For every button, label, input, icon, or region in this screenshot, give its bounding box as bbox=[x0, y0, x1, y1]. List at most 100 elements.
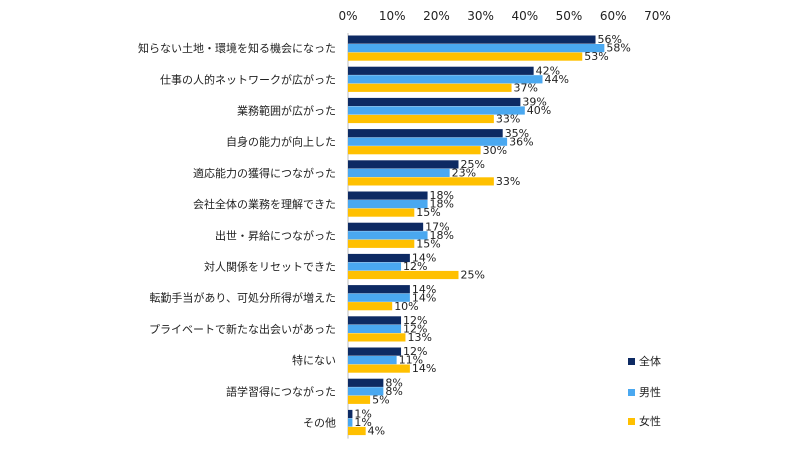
data-label: 14% bbox=[412, 362, 436, 375]
data-label: 36% bbox=[509, 135, 533, 148]
bar bbox=[348, 137, 508, 146]
x-tick-label: 10% bbox=[379, 9, 406, 23]
data-label: 23% bbox=[452, 167, 476, 180]
category-label: 仕事の人的ネットワークが広がった bbox=[160, 72, 336, 86]
category-label: 自身の能力が向上した bbox=[226, 135, 336, 149]
data-label: 18% bbox=[430, 189, 454, 202]
bar bbox=[348, 409, 353, 419]
category-label: その他 bbox=[303, 417, 336, 430]
data-label: 25% bbox=[461, 158, 485, 171]
bar bbox=[348, 356, 397, 365]
legend-label: 女性 bbox=[639, 414, 661, 428]
bar bbox=[348, 364, 410, 373]
x-tick-label: 60% bbox=[600, 9, 627, 23]
bar bbox=[348, 97, 521, 107]
bar bbox=[348, 208, 415, 217]
data-label: 15% bbox=[416, 237, 440, 250]
data-label: 53% bbox=[584, 50, 608, 63]
bar bbox=[348, 302, 393, 311]
bar bbox=[348, 191, 428, 200]
data-label: 40% bbox=[527, 104, 551, 117]
data-label: 18% bbox=[430, 229, 454, 242]
bar bbox=[348, 146, 481, 155]
data-label: 12% bbox=[403, 314, 427, 327]
data-label: 1% bbox=[354, 416, 371, 429]
bar bbox=[348, 262, 402, 271]
data-label: 33% bbox=[496, 113, 520, 126]
data-label: 56% bbox=[598, 33, 622, 46]
bar bbox=[348, 395, 371, 404]
data-label: 12% bbox=[403, 260, 427, 273]
category-label: プライベートで新たな出会いがあった bbox=[149, 322, 336, 336]
bar bbox=[348, 270, 459, 280]
bar bbox=[348, 293, 410, 302]
legend-swatch bbox=[628, 358, 635, 365]
category-label: 特にない bbox=[292, 353, 336, 367]
bar bbox=[348, 75, 543, 84]
bar bbox=[348, 106, 525, 115]
data-label: 8% bbox=[385, 376, 402, 389]
bar bbox=[348, 160, 459, 169]
data-label: 14% bbox=[412, 291, 436, 304]
legend-label: 男性 bbox=[639, 385, 661, 399]
category-label: 出世・昇給につながった bbox=[215, 228, 336, 242]
data-label: 10% bbox=[394, 300, 418, 313]
data-label: 12% bbox=[403, 345, 427, 358]
data-label: 58% bbox=[606, 42, 630, 55]
data-label: 18% bbox=[430, 198, 454, 211]
x-tick-label: 20% bbox=[423, 9, 450, 23]
bar bbox=[348, 239, 415, 248]
category-label: 語学習得につながった bbox=[226, 384, 336, 398]
x-tick-label: 70% bbox=[644, 9, 671, 23]
legend-swatch bbox=[628, 389, 635, 396]
data-label: 33% bbox=[496, 175, 520, 188]
bar bbox=[348, 333, 406, 342]
category-label: 対人関係をリセットできた bbox=[204, 260, 336, 274]
bar bbox=[348, 316, 402, 325]
data-label: 15% bbox=[416, 206, 440, 219]
legend-swatch bbox=[628, 418, 635, 425]
data-label: 8% bbox=[385, 385, 402, 398]
bar bbox=[348, 44, 605, 53]
data-label: 13% bbox=[407, 331, 431, 344]
data-label: 30% bbox=[483, 144, 507, 157]
x-tick-label: 40% bbox=[511, 9, 538, 23]
data-label: 17% bbox=[425, 220, 449, 233]
category-label: 業務範囲が広がった bbox=[237, 104, 336, 118]
bar bbox=[348, 347, 402, 356]
bar bbox=[348, 83, 512, 92]
x-tick-label: 0% bbox=[338, 9, 357, 23]
bar bbox=[348, 222, 424, 231]
bar bbox=[348, 129, 503, 138]
data-label: 11% bbox=[399, 354, 423, 367]
bar bbox=[348, 114, 494, 124]
category-label: 転勤手当があり、可処分所得が増えた bbox=[149, 291, 336, 305]
data-label: 39% bbox=[522, 96, 546, 109]
bar bbox=[348, 378, 384, 387]
bar bbox=[348, 66, 534, 75]
category-label: 会社全体の業務を理解できた bbox=[193, 197, 336, 211]
x-tick-label: 50% bbox=[556, 9, 583, 23]
data-label: 14% bbox=[412, 283, 436, 296]
bar bbox=[348, 231, 428, 240]
category-label: 知らない土地・環境を知る機会になった bbox=[138, 41, 336, 55]
data-label: 44% bbox=[544, 73, 568, 86]
bar bbox=[348, 52, 583, 61]
data-label: 5% bbox=[372, 393, 389, 406]
bar bbox=[348, 324, 402, 333]
bar bbox=[348, 168, 450, 177]
data-label: 14% bbox=[412, 252, 436, 265]
data-label: 42% bbox=[536, 64, 560, 77]
data-label: 12% bbox=[403, 323, 427, 336]
bar bbox=[348, 35, 596, 44]
data-label: 25% bbox=[461, 269, 485, 282]
data-label: 4% bbox=[368, 425, 385, 438]
data-label: 37% bbox=[514, 81, 538, 94]
bar bbox=[348, 387, 384, 396]
legend-label: 全体 bbox=[639, 354, 661, 368]
data-label: 35% bbox=[505, 127, 529, 140]
category-label: 適応能力の獲得につながった bbox=[193, 166, 336, 180]
bar bbox=[348, 200, 428, 209]
x-tick-label: 30% bbox=[467, 9, 494, 23]
